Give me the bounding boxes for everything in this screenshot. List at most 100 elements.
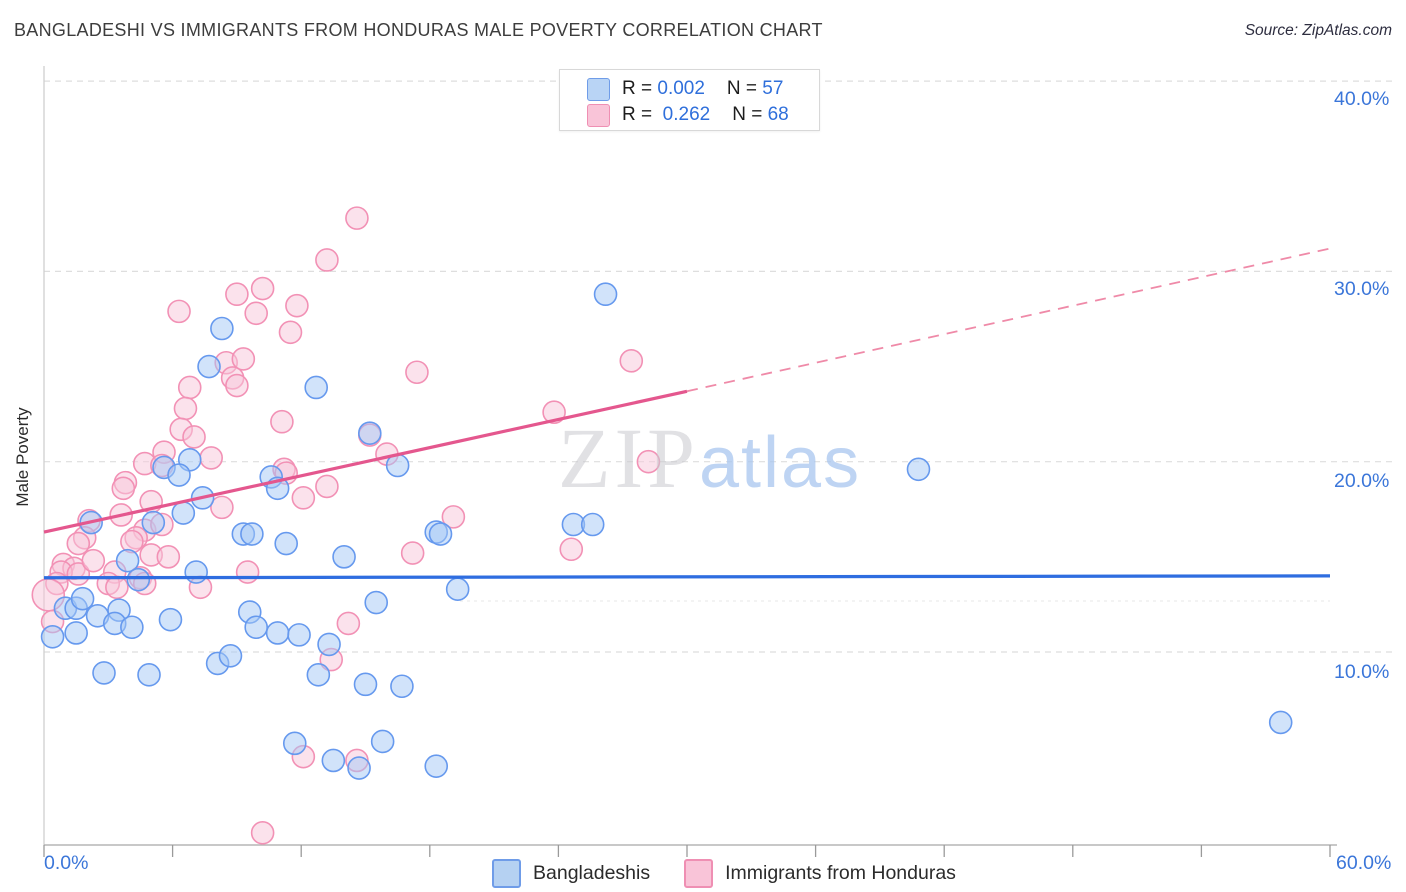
data-point-honduras[interactable] — [66, 531, 91, 556]
data-point-bangladeshis[interactable] — [158, 607, 183, 632]
y-tick-20: 20.0% — [1334, 470, 1390, 492]
data-point-bangladeshis[interactable] — [321, 748, 346, 773]
data-point-bangladeshis[interactable] — [64, 621, 88, 645]
data-point-bangladeshis[interactable] — [92, 661, 116, 685]
data-point-bangladeshis[interactable] — [137, 663, 161, 687]
data-point-honduras[interactable] — [210, 495, 234, 520]
source-credit: Source: ZipAtlas.com — [1244, 22, 1392, 39]
legend-swatch-bangladeshis — [492, 858, 521, 888]
data-point-bangladeshis[interactable] — [141, 510, 166, 535]
data-point-bangladeshis[interactable] — [306, 663, 331, 687]
data-point-bangladeshis[interactable] — [332, 545, 356, 569]
data-point-bangladeshis[interactable] — [906, 457, 931, 482]
data-point-honduras[interactable] — [559, 537, 584, 562]
legend-r-value: 0.262 — [662, 104, 711, 125]
data-point-honduras[interactable] — [315, 474, 339, 499]
x-tick-0: 0.0% — [44, 852, 89, 874]
data-point-bangladeshis[interactable] — [40, 624, 65, 649]
trend-line-honduras — [43, 389, 688, 534]
data-point-honduras[interactable] — [66, 562, 91, 586]
data-point-bangladeshis[interactable] — [197, 354, 221, 379]
data-point-honduras[interactable] — [278, 320, 303, 345]
data-point-honduras[interactable] — [250, 820, 275, 845]
data-point-honduras[interactable] — [225, 282, 249, 307]
data-point-bangladeshis[interactable] — [357, 421, 382, 445]
data-point-honduras[interactable] — [105, 575, 129, 600]
data-point-honduras[interactable] — [315, 248, 339, 272]
data-point-honduras[interactable] — [250, 276, 275, 301]
legend-r-value: 0.002 — [657, 78, 705, 99]
data-point-honduras[interactable] — [235, 560, 260, 584]
legend-n-value: 57 — [762, 78, 784, 99]
data-point-honduras[interactable] — [120, 529, 144, 554]
data-point-bangladeshis[interactable] — [424, 754, 449, 778]
y-tick-40: 40.0% — [1334, 88, 1390, 110]
data-point-bangladeshis[interactable] — [364, 590, 389, 615]
legend-r-label: R = — [622, 104, 663, 125]
data-point-bangladeshis[interactable] — [115, 548, 140, 573]
data-point-bangladeshis[interactable] — [184, 560, 208, 584]
legend-row-honduras: R = 0.262 N = 68 — [587, 103, 789, 127]
data-point-honduras[interactable] — [636, 449, 661, 474]
data-point-bangladeshis[interactable] — [593, 282, 618, 307]
data-point-bangladeshis[interactable] — [274, 531, 298, 556]
data-point-honduras[interactable] — [405, 360, 429, 385]
data-point-honduras[interactable] — [173, 396, 198, 421]
data-point-bangladeshis[interactable] — [347, 756, 371, 780]
data-point-bangladeshis[interactable] — [390, 674, 414, 699]
data-point-honduras[interactable] — [441, 505, 466, 529]
data-point-bangladeshis[interactable] — [120, 615, 144, 640]
y-axis-label: Male Poverty — [13, 407, 32, 507]
legend-row-bangladeshis: R = 0.002 N = 57 — [587, 77, 784, 101]
data-point-honduras[interactable] — [619, 349, 644, 373]
data-point-bangladeshis[interactable] — [171, 501, 196, 525]
data-point-honduras[interactable] — [336, 611, 361, 636]
legend-swatch-blue — [587, 77, 610, 101]
legend-n-value: 68 — [767, 104, 789, 125]
y-tick-10: 10.0% — [1334, 661, 1390, 683]
page-title: BANGLADESHI VS IMMIGRANTS FROM HONDURAS … — [14, 20, 823, 40]
data-point-bangladeshis[interactable] — [287, 623, 311, 647]
data-point-bangladeshis[interactable] — [353, 672, 378, 697]
data-point-bangladeshis[interactable] — [580, 512, 605, 537]
data-point-bangladeshis[interactable] — [304, 375, 329, 400]
data-point-bangladeshis[interactable] — [1268, 710, 1293, 735]
data-point-honduras[interactable] — [111, 476, 136, 501]
data-point-honduras[interactable] — [225, 373, 249, 398]
data-point-bangladeshis[interactable] — [210, 316, 234, 341]
legend-n-label: N = — [726, 78, 763, 99]
data-point-honduras[interactable] — [244, 301, 268, 326]
data-point-honduras[interactable] — [182, 425, 206, 449]
data-point-honduras[interactable] — [291, 486, 316, 510]
data-point-bangladeshis[interactable] — [428, 522, 453, 546]
data-point-honduras[interactable] — [285, 293, 309, 318]
data-point-honduras[interactable] — [231, 347, 256, 371]
data-point-bangladeshis[interactable] — [240, 522, 264, 546]
data-point-honduras[interactable] — [156, 545, 181, 569]
data-point-honduras[interactable] — [177, 375, 202, 400]
y-tick-30: 30.0% — [1334, 278, 1390, 300]
legend-r-label: R = — [622, 78, 658, 99]
data-point-honduras[interactable] — [167, 299, 191, 324]
trend-line-bangladeshis — [43, 574, 1331, 580]
data-point-bangladeshis[interactable] — [445, 577, 470, 602]
data-point-bangladeshis[interactable] — [317, 632, 341, 657]
data-point-honduras[interactable] — [81, 548, 106, 573]
data-point-bangladeshis[interactable] — [218, 644, 243, 668]
series-legend: Bangladeshis Immigrants from Honduras — [492, 858, 956, 888]
data-point-bangladeshis[interactable] — [244, 615, 268, 640]
data-point-bangladeshis[interactable] — [70, 586, 95, 611]
data-point-bangladeshis[interactable] — [126, 567, 151, 592]
data-point-honduras[interactable] — [270, 409, 294, 434]
legend-label-bangladeshis: Bangladeshis — [533, 861, 651, 884]
data-point-honduras[interactable] — [345, 206, 369, 230]
data-point-bangladeshis[interactable] — [282, 731, 307, 756]
data-point-bangladeshis[interactable] — [167, 463, 191, 487]
data-point-honduras[interactable] — [199, 446, 223, 470]
legend-swatch-pink — [587, 103, 610, 127]
data-point-honduras[interactable] — [400, 541, 425, 565]
data-point-bangladeshis[interactable] — [265, 621, 290, 645]
legend-n-label: N = — [732, 104, 768, 125]
data-point-bangladeshis[interactable] — [370, 729, 395, 754]
